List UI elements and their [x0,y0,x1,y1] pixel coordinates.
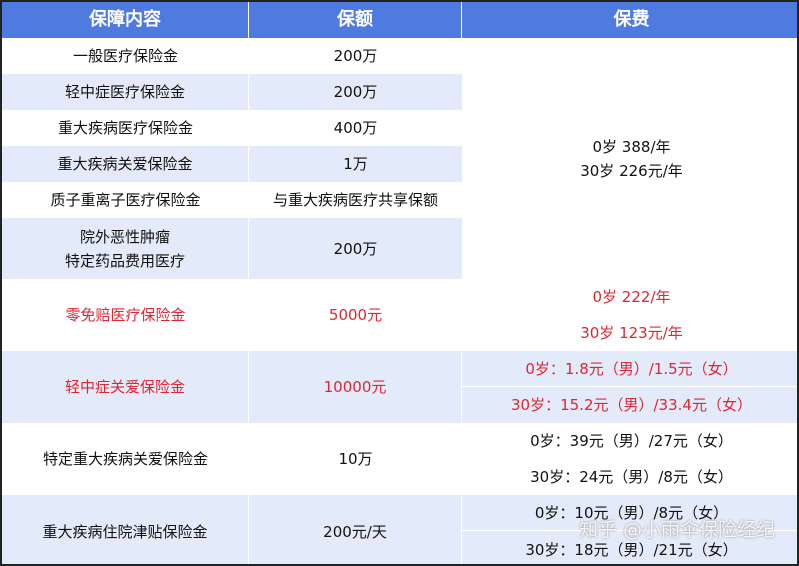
cell-amount: 200万 [249,38,462,74]
cell-item: 院外恶性肿瘤 特定药品费用医疗 [2,218,249,279]
premium-line: 0岁：39元（男）/27元（女） [530,432,733,450]
cell-item: 重大疾病关爱保险金 [2,146,249,182]
premium-line: 30岁 226元/年 [580,161,683,180]
cell-premium: 0岁 222/年 30岁 123元/年 [462,279,797,351]
cell-amount: 5000元 [249,279,462,351]
cell-item: 一般医疗保险金 [2,38,249,74]
premium-line: 30岁：18元（男）/21元（女） [462,531,797,564]
cell-premium-main: 0岁 388/年 30岁 226元/年 [462,38,797,279]
cell-amount: 10000元 [249,351,462,423]
header-premium: 保费 [462,2,797,38]
cell-amount: 200万 [249,218,462,279]
cell-amount: 400万 [249,110,462,146]
cell-item: 零免赔医疗保险金 [2,279,249,351]
premium-line: 30岁：24元（男）/8元（女） [530,468,733,486]
header-coverage: 保障内容 [2,2,249,38]
premium-line: 0岁 222/年 [592,288,671,306]
premium-line: 0岁：1.8元（男）/1.5元（女） [462,351,797,387]
cell-premium: 0岁：39元（男）/27元（女） 30岁：24元（男）/8元（女） [462,423,797,495]
premium-line: 0岁：10元（男）/8元（女） [462,495,797,531]
premium-line: 30岁：15.2元（男）/33.4元（女） [462,387,797,423]
watermark: 知乎 @小雨伞保险经纪 [578,519,775,541]
cell-amount: 200元/天 [249,495,462,564]
premium-line: 30岁 123元/年 [580,324,683,342]
cell-amount: 200万 [249,74,462,110]
header-amount: 保额 [249,2,462,38]
item-line: 院外恶性肿瘤 [79,227,170,246]
premium-line: 0岁 388/年 [592,137,671,156]
cell-amount: 与重大疾病医疗共享保额 [249,182,462,218]
cell-amount: 1万 [249,146,462,182]
item-line: 特定药品费用医疗 [64,251,185,270]
cell-item: 质子重离子医疗保险金 [2,182,249,218]
cell-item: 重大疾病医疗保险金 [2,110,249,146]
cell-item: 轻中症医疗保险金 [2,74,249,110]
cell-amount: 10万 [249,423,462,495]
cell-item: 重大疾病住院津贴保险金 [2,495,249,564]
cell-item: 特定重大疾病关爱保险金 [2,423,249,495]
cell-item: 轻中症关爱保险金 [2,351,249,423]
